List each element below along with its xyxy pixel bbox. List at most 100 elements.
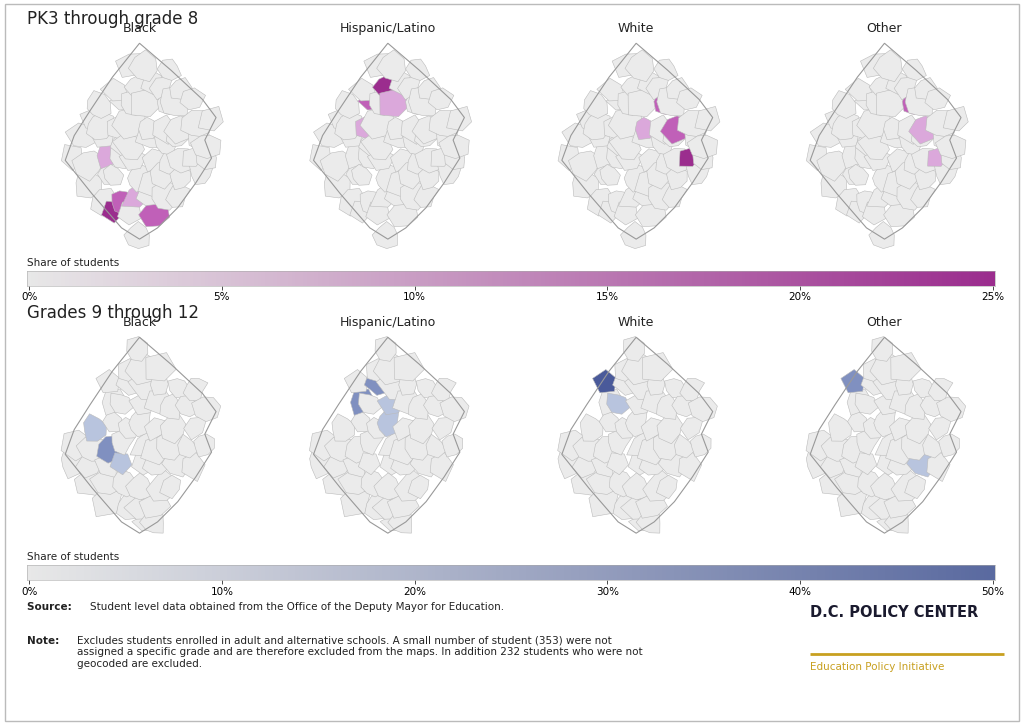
Polygon shape [860,54,892,78]
Polygon shape [350,201,372,223]
Polygon shape [376,164,397,192]
Polygon shape [118,359,139,383]
Polygon shape [409,394,428,419]
Title: White: White [617,22,654,36]
Polygon shape [593,370,616,393]
Polygon shape [374,473,399,500]
Polygon shape [89,470,124,494]
Polygon shape [87,91,111,118]
Polygon shape [833,91,856,118]
Polygon shape [436,127,459,151]
Polygon shape [904,149,925,175]
Polygon shape [157,432,185,460]
Polygon shape [806,144,827,170]
Polygon shape [638,71,658,94]
Polygon shape [609,469,633,497]
Polygon shape [394,468,425,501]
Polygon shape [664,149,692,173]
Polygon shape [927,452,950,481]
Polygon shape [118,202,141,225]
Polygon shape [894,77,918,100]
Polygon shape [831,112,859,140]
Polygon shape [110,94,134,110]
Polygon shape [100,78,129,101]
Polygon shape [92,487,122,517]
Polygon shape [928,147,947,166]
Polygon shape [905,394,925,419]
Polygon shape [415,149,444,173]
Polygon shape [377,408,398,437]
Polygon shape [607,134,630,157]
Polygon shape [151,160,176,189]
Polygon shape [442,434,463,457]
Polygon shape [358,134,381,157]
Polygon shape [161,414,185,444]
Polygon shape [632,124,660,148]
Polygon shape [562,123,597,147]
Polygon shape [636,494,668,518]
Polygon shape [847,389,872,415]
Polygon shape [361,469,385,497]
Polygon shape [905,414,931,444]
Polygon shape [76,170,101,198]
Polygon shape [351,409,371,432]
Polygon shape [117,491,143,520]
Polygon shape [612,372,636,395]
Polygon shape [428,88,454,109]
Polygon shape [820,455,850,478]
Polygon shape [127,336,147,361]
Polygon shape [848,409,867,432]
Polygon shape [863,359,884,383]
Polygon shape [641,390,670,414]
Polygon shape [881,181,909,206]
Polygon shape [111,134,133,157]
Polygon shape [387,494,419,518]
Polygon shape [623,473,647,500]
Polygon shape [136,181,164,206]
Polygon shape [869,75,893,98]
Title: Hispanic/Latino: Hispanic/Latino [340,316,436,329]
Text: PK3 through grade 8: PK3 through grade 8 [28,10,199,28]
Polygon shape [587,124,610,147]
Polygon shape [150,77,173,100]
Polygon shape [621,75,645,98]
Polygon shape [346,162,366,184]
Polygon shape [648,182,678,210]
Polygon shape [870,354,903,385]
Polygon shape [642,352,673,381]
Polygon shape [97,142,122,169]
Polygon shape [663,128,685,146]
Polygon shape [928,378,953,401]
Polygon shape [835,124,858,147]
Polygon shape [110,148,134,169]
Polygon shape [614,359,636,383]
Polygon shape [426,434,447,458]
Polygon shape [160,394,180,419]
Polygon shape [628,88,658,117]
Polygon shape [358,393,382,414]
Polygon shape [430,452,454,481]
Polygon shape [309,144,331,170]
Polygon shape [687,135,718,159]
Polygon shape [129,408,151,437]
Polygon shape [365,372,387,395]
Polygon shape [655,149,676,175]
Title: Other: Other [866,22,902,36]
Polygon shape [637,435,669,465]
Polygon shape [324,455,353,478]
Polygon shape [884,194,914,227]
Polygon shape [843,162,862,184]
Polygon shape [112,108,145,139]
Polygon shape [862,202,887,225]
Polygon shape [135,124,164,148]
Polygon shape [845,78,874,101]
Polygon shape [890,418,913,441]
Polygon shape [377,393,404,415]
Text: Excludes students enrolled in adult and alternative schools. A small number of s: Excludes students enrolled in adult and … [77,636,643,669]
Polygon shape [864,149,892,170]
Polygon shape [609,135,641,160]
Polygon shape [941,146,962,170]
Polygon shape [388,510,412,533]
Polygon shape [937,397,966,422]
Polygon shape [112,431,135,455]
